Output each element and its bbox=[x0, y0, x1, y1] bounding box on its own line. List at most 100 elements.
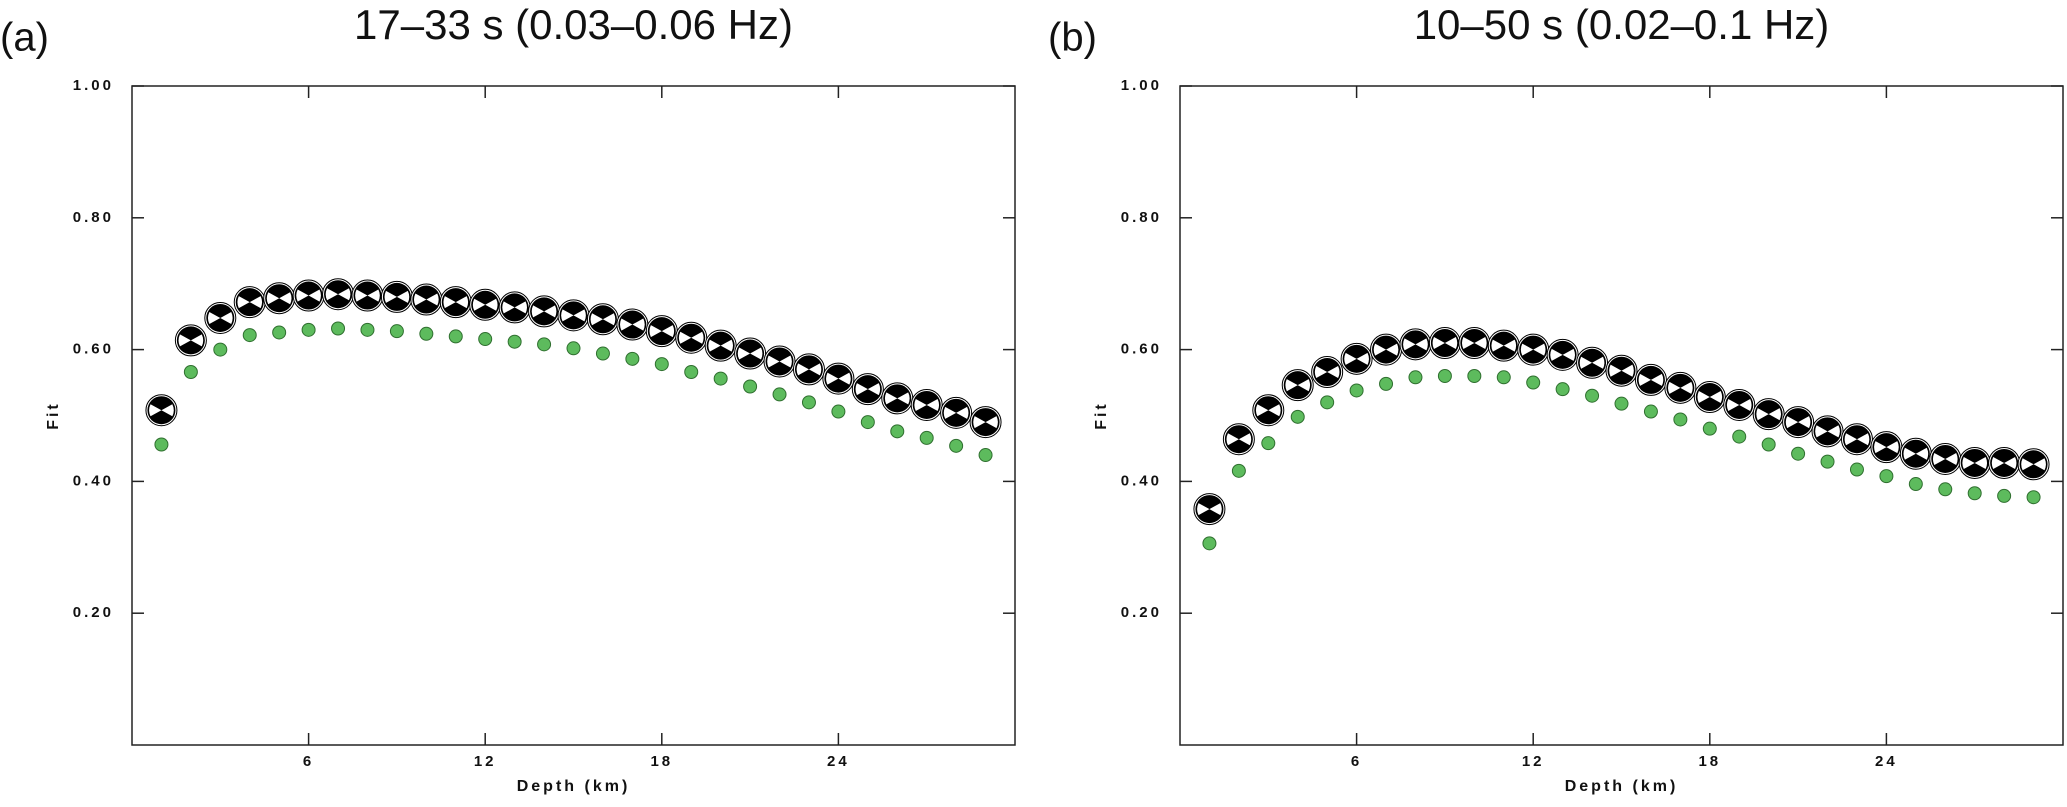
ball-wedge bbox=[414, 293, 427, 306]
data-point bbox=[595, 346, 610, 361]
ball-wedge bbox=[750, 347, 763, 360]
dot bbox=[1526, 375, 1541, 390]
data-point bbox=[1634, 363, 1667, 396]
ball-wedge bbox=[1403, 338, 1416, 351]
x-tick-label: 12 bbox=[1522, 753, 1545, 770]
y-axis-label: Fit bbox=[45, 401, 62, 430]
data-point bbox=[654, 357, 669, 372]
data-point bbox=[1870, 431, 1903, 464]
ball-wedge bbox=[544, 305, 557, 318]
ball-wedge bbox=[1356, 352, 1369, 365]
data-point bbox=[439, 286, 472, 319]
ball-wedge bbox=[338, 288, 351, 301]
x-tick-label: 24 bbox=[827, 753, 850, 770]
data-point bbox=[881, 382, 914, 415]
dot bbox=[1437, 368, 1452, 383]
dot bbox=[213, 342, 228, 357]
ball-wedge bbox=[1815, 425, 1828, 438]
ball-wedge bbox=[826, 372, 839, 385]
dot bbox=[890, 424, 905, 439]
dot bbox=[478, 332, 493, 347]
data-point bbox=[2017, 448, 2050, 481]
y-tick-label: 1.00 bbox=[1121, 77, 1162, 94]
y-tick-label: 0.80 bbox=[1121, 209, 1162, 226]
ball-wedge bbox=[973, 416, 986, 429]
dot bbox=[1673, 412, 1688, 427]
data-point bbox=[272, 325, 287, 340]
dot bbox=[242, 328, 257, 343]
data-point bbox=[1320, 395, 1335, 410]
dot bbox=[1408, 370, 1423, 385]
ball-wedge bbox=[1386, 343, 1399, 356]
ball-wedge bbox=[620, 318, 633, 331]
ball-wedge bbox=[1945, 452, 1958, 465]
data-point bbox=[1526, 375, 1541, 390]
data-point bbox=[1702, 421, 1717, 436]
data-point bbox=[1467, 368, 1482, 383]
data-point bbox=[743, 379, 758, 394]
ball-wedge bbox=[208, 311, 221, 324]
data-point bbox=[1311, 356, 1344, 389]
ball-wedge bbox=[1344, 352, 1357, 365]
data-point bbox=[1752, 398, 1785, 431]
data-point bbox=[154, 437, 169, 452]
ball-wedge bbox=[1491, 339, 1504, 352]
dot bbox=[1320, 395, 1335, 410]
dot bbox=[2026, 490, 2041, 505]
ball-wedge bbox=[485, 298, 498, 311]
dot bbox=[566, 341, 581, 356]
x-axis-label: Depth (km) bbox=[1565, 778, 1679, 795]
ball-wedge bbox=[1415, 338, 1428, 351]
data-point bbox=[1437, 368, 1452, 383]
panel-label: (b) bbox=[1048, 16, 1097, 60]
data-point bbox=[292, 279, 325, 312]
dot bbox=[1585, 388, 1600, 403]
data-point bbox=[1988, 446, 2021, 479]
ball-wedge bbox=[220, 311, 233, 324]
ball-wedge bbox=[632, 318, 645, 331]
ball-wedge bbox=[1474, 337, 1487, 350]
dot bbox=[360, 322, 375, 337]
dot bbox=[537, 337, 552, 352]
data-point bbox=[1614, 396, 1629, 411]
x-axis-label: Depth (km) bbox=[517, 778, 631, 795]
ball-wedge bbox=[1668, 381, 1681, 394]
ball-wedge bbox=[266, 292, 280, 305]
data-point bbox=[145, 394, 178, 427]
ball-wedge bbox=[161, 404, 174, 417]
ball-wedge bbox=[1638, 373, 1651, 386]
chart-title: 17–33 s (0.03–0.06 Hz) bbox=[354, 1, 793, 48]
ball-wedge bbox=[720, 339, 733, 352]
dot bbox=[1261, 436, 1276, 451]
data-point bbox=[1673, 412, 1688, 427]
ball-wedge bbox=[1874, 441, 1887, 454]
ball-wedge bbox=[1592, 356, 1605, 369]
dot bbox=[1349, 383, 1364, 398]
ball-wedge bbox=[1268, 404, 1281, 417]
data-point bbox=[1222, 423, 1255, 456]
data-point bbox=[978, 448, 993, 463]
data-point bbox=[1290, 409, 1305, 424]
ball-wedge bbox=[514, 301, 527, 314]
data-point bbox=[1231, 463, 1246, 478]
x-tick-label: 12 bbox=[474, 753, 497, 770]
ball-wedge bbox=[1550, 348, 1563, 361]
ball-wedge bbox=[1844, 433, 1857, 446]
data-point bbox=[1929, 442, 1962, 475]
data-point bbox=[801, 395, 816, 410]
data-point bbox=[851, 373, 884, 406]
data-point bbox=[1340, 342, 1373, 375]
ball-wedge bbox=[1726, 398, 1740, 411]
ball-wedge bbox=[1756, 408, 1769, 421]
dot bbox=[654, 357, 669, 372]
data-point bbox=[890, 424, 905, 439]
data-point bbox=[1458, 327, 1491, 360]
ball-wedge bbox=[1856, 433, 1870, 446]
y-axis-label: Fit bbox=[1093, 401, 1110, 430]
data-point bbox=[1938, 482, 1953, 497]
data-point bbox=[831, 404, 846, 419]
data-point bbox=[1732, 429, 1747, 444]
data-point bbox=[1782, 406, 1815, 439]
panel-label: (a) bbox=[0, 16, 49, 60]
dot bbox=[1614, 396, 1629, 411]
